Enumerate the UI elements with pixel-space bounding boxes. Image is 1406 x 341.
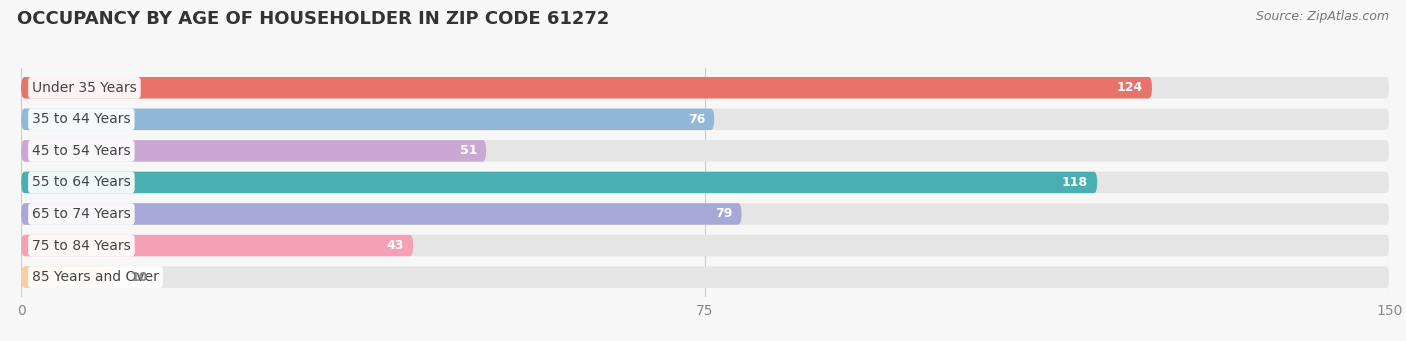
- FancyBboxPatch shape: [21, 266, 112, 288]
- FancyBboxPatch shape: [21, 172, 1097, 193]
- FancyBboxPatch shape: [21, 172, 1389, 193]
- FancyBboxPatch shape: [21, 235, 1389, 256]
- FancyBboxPatch shape: [21, 108, 1389, 130]
- Text: Under 35 Years: Under 35 Years: [32, 81, 136, 95]
- FancyBboxPatch shape: [21, 266, 1389, 288]
- FancyBboxPatch shape: [21, 108, 714, 130]
- FancyBboxPatch shape: [21, 77, 1152, 99]
- Text: 85 Years and Over: 85 Years and Over: [32, 270, 159, 284]
- Text: 45 to 54 Years: 45 to 54 Years: [32, 144, 131, 158]
- FancyBboxPatch shape: [21, 203, 1389, 225]
- Text: 79: 79: [716, 207, 733, 221]
- FancyBboxPatch shape: [21, 140, 486, 162]
- FancyBboxPatch shape: [21, 77, 1389, 99]
- FancyBboxPatch shape: [21, 235, 413, 256]
- Text: 51: 51: [460, 144, 477, 158]
- Text: 76: 76: [688, 113, 706, 126]
- Text: 35 to 44 Years: 35 to 44 Years: [32, 112, 131, 126]
- Text: 75 to 84 Years: 75 to 84 Years: [32, 239, 131, 253]
- Text: 65 to 74 Years: 65 to 74 Years: [32, 207, 131, 221]
- Text: Source: ZipAtlas.com: Source: ZipAtlas.com: [1256, 10, 1389, 23]
- FancyBboxPatch shape: [21, 203, 741, 225]
- Text: 118: 118: [1062, 176, 1088, 189]
- Text: OCCUPANCY BY AGE OF HOUSEHOLDER IN ZIP CODE 61272: OCCUPANCY BY AGE OF HOUSEHOLDER IN ZIP C…: [17, 10, 609, 28]
- Text: 55 to 64 Years: 55 to 64 Years: [32, 175, 131, 190]
- Text: 10: 10: [131, 271, 148, 284]
- FancyBboxPatch shape: [21, 140, 1389, 162]
- Text: 43: 43: [387, 239, 404, 252]
- Text: 124: 124: [1116, 81, 1143, 94]
